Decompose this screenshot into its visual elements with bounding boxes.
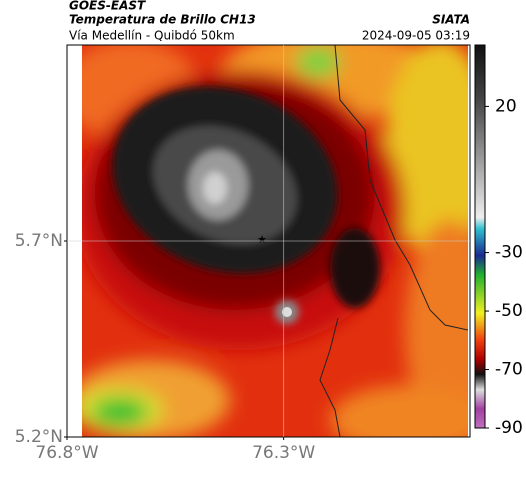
lat-tick-label: 5.2°N [15, 427, 63, 447]
colorbar [474, 44, 486, 429]
title: Temperatura de Brillo CH13 [69, 13, 256, 27]
svg-text:★: ★ [257, 233, 267, 246]
colorbar-tick-label: -70 [495, 360, 523, 380]
colorbar-tick-label: -50 [495, 301, 523, 321]
lon-tick-label: 76.3°W [252, 443, 315, 463]
colorbar-tick-label: 20 [495, 96, 517, 116]
lat-tick-label: 5.7°N [15, 231, 63, 251]
agency: SIATA [432, 13, 470, 27]
colorbar-tick-label: -30 [495, 243, 523, 263]
lon-tick-label: 76.8°W [35, 443, 98, 463]
datetime: 2024-09-05 03:19 [362, 29, 470, 43]
colorbar-tick-label: -90 [495, 418, 523, 438]
satellite-image: ★ [82, 45, 468, 437]
source: GOES-EAST [69, 0, 146, 13]
subtitle: Vía Medellín - Quibdó 50km [69, 29, 235, 43]
